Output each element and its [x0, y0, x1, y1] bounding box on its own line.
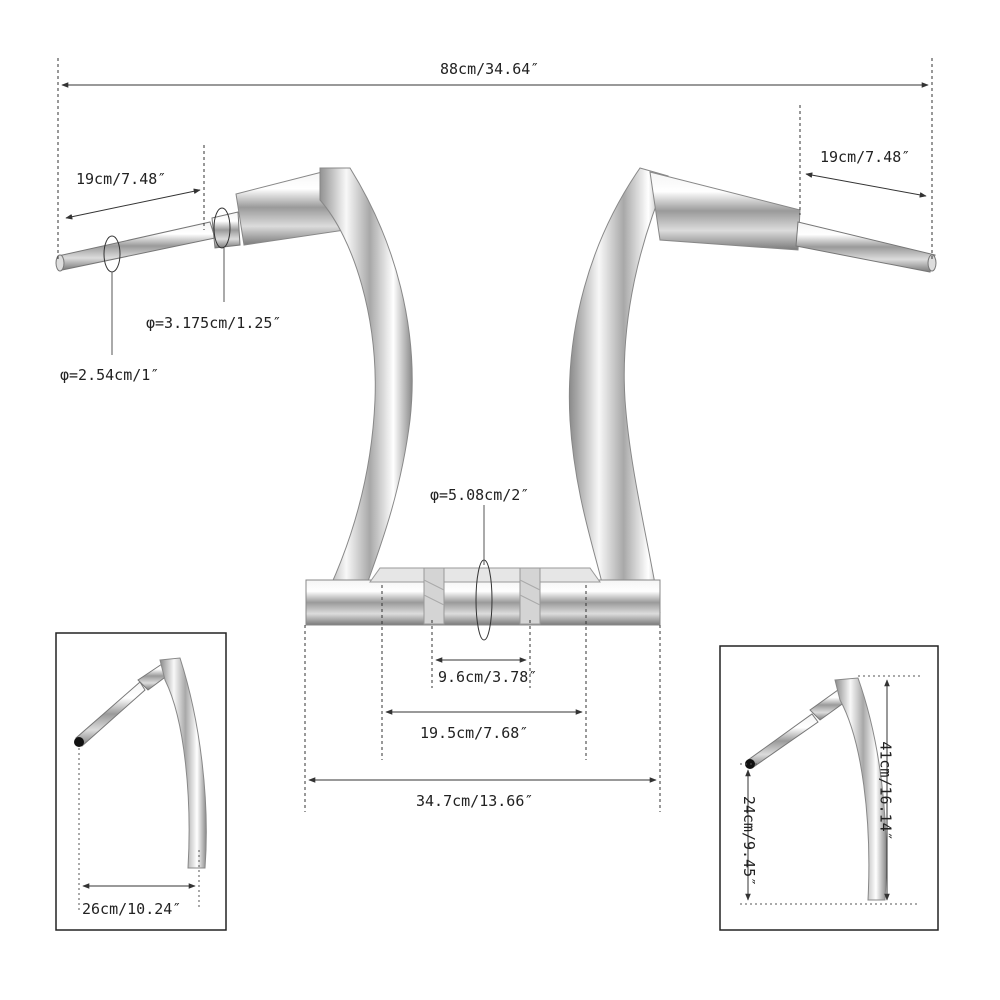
center-diameter-label: φ=5.08cm/2″ — [430, 486, 530, 504]
left-upright-bar — [316, 167, 413, 614]
left-inset-drawing — [55, 632, 227, 931]
right-upright-bar — [568, 167, 669, 613]
right-inset-drawing — [719, 645, 939, 931]
dimension-lines — [57, 58, 933, 812]
knurl-width-label: 9.6cm/3.78″ — [438, 668, 538, 686]
grip-diameter-label: φ=2.54cm/1″ — [60, 366, 160, 384]
grip-height-label: 24cm/9.45″ — [740, 795, 759, 887]
left-grip-length-label: 19cm/7.48″ — [76, 170, 167, 188]
right-grip-tube — [795, 221, 937, 273]
center-bar — [305, 567, 661, 626]
left-riser-sleeve — [211, 169, 346, 249]
rise-label: 41cm/16.14″ — [876, 741, 895, 841]
right-riser-sleeve — [649, 171, 801, 251]
clamp-width-label: 19.5cm/7.68″ — [420, 724, 529, 742]
left-grip-tube — [55, 221, 216, 272]
base-width-label: 34.7cm/13.66″ — [416, 792, 534, 810]
pullback-label: 26cm/10.24″ — [82, 900, 182, 918]
right-grip-length-label: 19cm/7.48″ — [820, 148, 911, 166]
overall-width-label: 88cm/34.64″ — [440, 60, 540, 78]
main-handlebar — [55, 167, 937, 626]
riser-diameter-label: φ=3.175cm/1.25″ — [146, 314, 282, 332]
